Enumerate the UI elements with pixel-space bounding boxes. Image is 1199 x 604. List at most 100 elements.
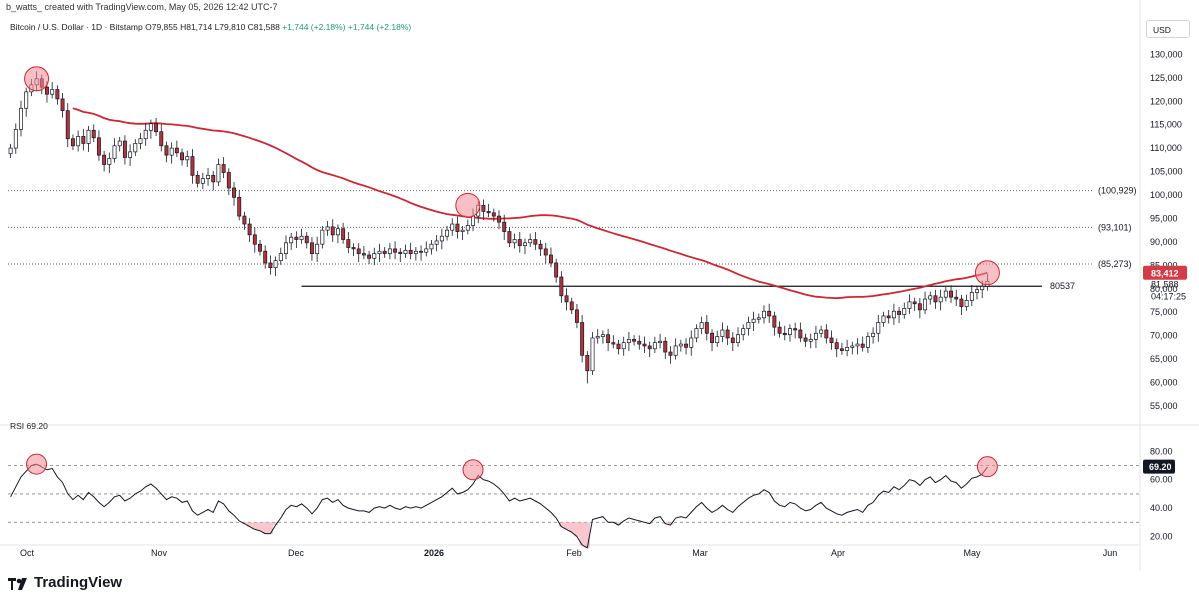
candle-body [429,243,434,250]
candle-body [569,301,574,311]
candle-body [439,235,444,242]
candle-body [559,276,564,297]
rsi-oversold-fill [579,522,585,545]
candle-body [902,308,907,315]
candle-body [548,254,553,264]
candle-body [876,322,881,334]
candle-body [782,332,787,336]
price-tick-label: 90,000 [1150,237,1178,247]
price-tick-label: 105,000 [1150,167,1183,177]
candle-body [762,310,766,319]
rsi-highlight-circle [26,453,48,475]
candle-body [226,172,231,189]
rsi-tick-label: 80.00 [1150,446,1173,456]
rsi-line [10,463,988,549]
price-tick-label: 65,000 [1150,354,1178,364]
candle-body [445,229,450,237]
highlight-circle [455,192,481,218]
candle-body [460,229,465,232]
candle-body [751,318,756,323]
candle-body [949,290,953,298]
rsi-oversold-fill [272,522,279,526]
candle-body [808,339,813,342]
candle-body [24,91,29,109]
price-tick-label: 85,000 [1150,260,1178,270]
tradingview-icon [8,577,27,590]
candle-body [824,329,829,339]
tradingview-logo[interactable]: TradingView [8,574,122,591]
candle-body [663,340,668,353]
candle-body [377,250,382,254]
price-tick-label: 120,000 [1150,96,1183,106]
rsi-oversold-fill [558,522,564,527]
candle-body [304,235,309,244]
countdown-label: 04:17:25 [1151,291,1186,301]
candle-body [289,236,294,244]
candle-body [928,295,933,300]
candle-body [491,212,496,217]
candle-body [689,337,694,348]
rsi-oversold-fill [262,522,268,534]
candle-body [70,138,75,147]
candle-body [455,223,460,232]
rsi-oversold-fill [574,522,580,537]
candle-body [736,334,740,344]
candle-body [382,250,387,254]
candle-body [715,336,720,344]
last-price-label: 81,588 [1151,280,1179,290]
candle-body [798,329,803,339]
candle-body [471,215,475,226]
candle-body [720,329,725,337]
candle-body [590,337,595,372]
candle-body [502,221,507,232]
currency-button[interactable]: USD [1146,20,1190,38]
candle-body [419,250,424,253]
candle-body [112,145,117,159]
candle-body [694,328,699,339]
candle-body [678,343,683,347]
candle-body [65,110,70,140]
candle-body [60,98,65,111]
price-tick-label: 60,000 [1150,378,1178,388]
time-tick-label: Feb [566,548,582,558]
candle-body [299,235,304,240]
candle-body [408,249,413,254]
price-tick-label: 70,000 [1150,331,1178,341]
candle-body [174,147,179,154]
candle-body [263,250,268,264]
candle-body [642,343,647,347]
time-tick-label: Dec [288,548,305,558]
candle-body [699,322,704,329]
candle-body [897,310,902,315]
candle-body [309,242,314,254]
rsi-value: 69.20 [26,421,48,431]
rsi-oversold-fill [267,522,273,534]
candle-body [330,226,335,236]
candle-body [704,322,709,334]
candle-body [138,138,143,144]
support-level-label: 80537 [1050,281,1075,291]
candle-body [512,239,517,244]
symbol-name[interactable]: Bitcoin / U.S. Dollar · 1D · Bitstamp [10,22,143,32]
candle-body [564,295,569,303]
candle-body [580,322,585,356]
rsi-oversold-fill [241,522,248,524]
candle-body [273,260,278,269]
candle-body [465,225,470,231]
candle-body [450,223,455,231]
candle-body [237,196,242,217]
candle-body [55,89,60,100]
candle-body [834,342,839,350]
candle-body [523,242,527,246]
candle-body [533,239,538,245]
candle-body [813,332,818,340]
price-tick-label: 95,000 [1150,213,1178,223]
candle-body [917,303,922,311]
candle-body [658,340,663,344]
candle-body [871,332,876,337]
candle-body [206,174,210,179]
candle-body [959,298,964,307]
rsi-highlight-circle [462,459,484,481]
ma-price-badge [1143,265,1187,280]
